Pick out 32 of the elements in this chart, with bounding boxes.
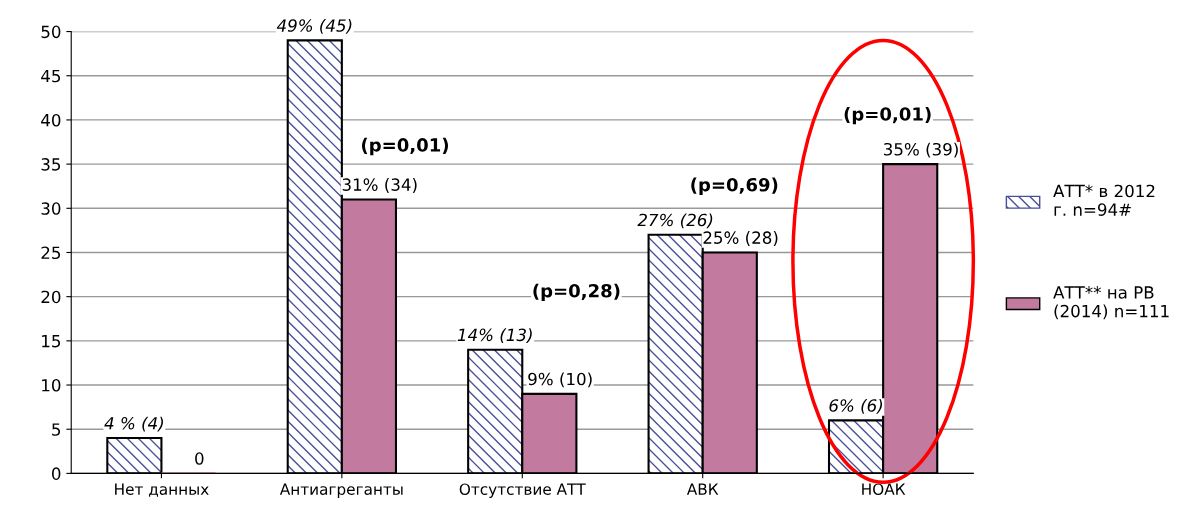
data-label: 31% (34) <box>342 178 417 193</box>
y-tick-label: 35 <box>41 158 61 171</box>
annotation: (p=0,69) <box>691 177 778 196</box>
data-label: 27% (26) <box>637 213 713 229</box>
y-tick-label: 20 <box>41 290 61 304</box>
data-label: 14% (13) <box>457 328 532 344</box>
y-tick-label: 5 <box>52 423 61 436</box>
annotation: (p=0,01) <box>362 137 449 156</box>
x-tick-label: Нет данных <box>115 483 209 497</box>
annotation: (p=0,01) <box>844 106 931 125</box>
y-tick-label: 40 <box>41 113 61 127</box>
data-label: 9% (10) <box>528 372 592 388</box>
data-label: 35% (39) <box>884 142 958 158</box>
y-tick-label: 50 <box>41 25 61 39</box>
x-tick-label: АВК <box>686 483 719 495</box>
y-tick-label: 25 <box>41 246 61 260</box>
data-label: 6% (6) <box>829 398 883 414</box>
y-tick-label: 15 <box>42 335 61 348</box>
data-label: 25% (28) <box>703 231 778 246</box>
y-tick-label: 30 <box>41 202 61 215</box>
x-tick-label: Отсутствие АТТ <box>459 483 586 498</box>
data-label: 49% (45) <box>276 18 352 34</box>
x-tick-label: НОАК <box>862 483 906 495</box>
annotation: (p=0,28) <box>533 283 620 302</box>
data-label: 4 % (4) <box>104 416 163 432</box>
x-tick-label: Антиагреганты <box>279 483 403 498</box>
legend-label: АТТ* в 2012 г. n=94# <box>1053 184 1155 216</box>
y-tick-label: 45 <box>41 69 61 83</box>
y-tick-label: 0 <box>51 467 61 480</box>
y-tick-label: 10 <box>42 378 61 392</box>
data-label: 0 <box>195 452 204 465</box>
legend-label: АТТ** на РВ (2014) n=111 <box>1053 286 1169 320</box>
